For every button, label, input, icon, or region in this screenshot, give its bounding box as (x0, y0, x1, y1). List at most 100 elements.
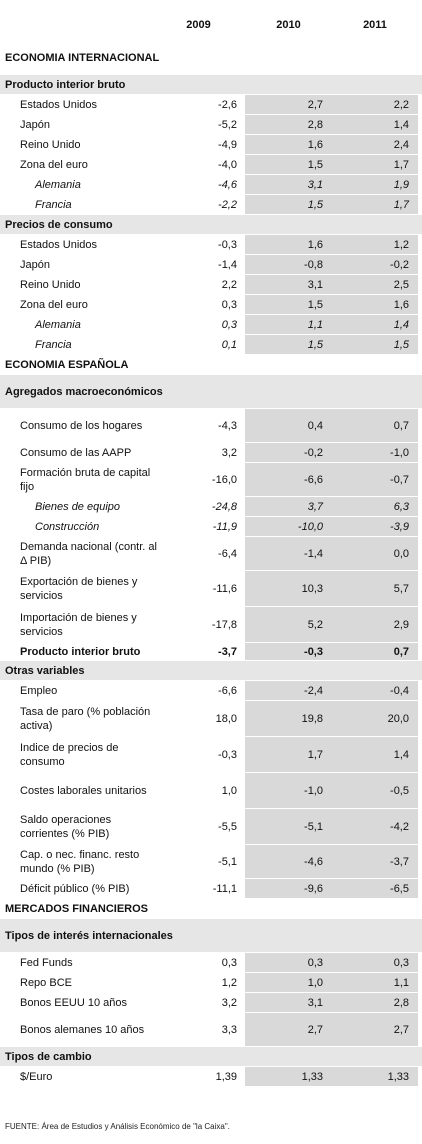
value-2010: 1,7 (245, 737, 332, 772)
table-row: Francia 0,1 1,5 1,5 (0, 334, 422, 354)
row-label: Indice de precios de consumo (20, 741, 119, 768)
value-2010: 10,3 (245, 571, 332, 606)
value-2009: -6,4 (218, 547, 237, 560)
row-label: Reino Unido (20, 278, 81, 291)
table-row: Consumo de las AAPP 3,2 -0,2 -1,0 (0, 442, 422, 462)
table-row: Importación de bienes y servicios -17,8 5,… (0, 606, 422, 642)
table-row: Construcción -11,9 -10,0 -3,9 (0, 516, 422, 536)
value-2011: 1,1 (332, 973, 418, 992)
row-label: Consumo de las AAPP (20, 446, 132, 459)
value-2009: -11,6 (212, 582, 237, 595)
value-2009: -17,8 (211, 618, 237, 631)
value-2009: -2,2 (218, 198, 237, 211)
group-heading: Precios de consumo (0, 214, 422, 234)
value-2011: 1,33 (332, 1067, 418, 1086)
group-heading: Agregados macroeconómicos (0, 374, 422, 408)
row-label: Reino Unido (20, 138, 81, 151)
value-2011: 1,5 (332, 335, 418, 354)
value-2010: 1,5 (245, 335, 332, 354)
value-2011: -4,2 (332, 809, 418, 844)
row-label: Bonos alemanes 10 años (20, 1023, 145, 1036)
value-2009: 18,0 (215, 712, 237, 725)
value-2009: -11,1 (212, 882, 237, 895)
section-heading: ECONOMIA ESPAÑOLA (0, 354, 422, 374)
value-2009: -5,2 (218, 118, 237, 131)
value-2011: -0,5 (332, 773, 418, 808)
table-row: Fed Funds 0,3 0,3 0,3 (0, 952, 422, 972)
group-heading: Producto interior bruto (0, 74, 422, 94)
value-2009: 2,2 (221, 278, 237, 291)
value-2011: 2,9 (332, 607, 418, 642)
value-2010: 1,5 (245, 155, 332, 174)
table-header: 2009 2010 2011 (0, 8, 422, 42)
value-2010: -2,4 (245, 681, 332, 700)
table-row: Tasa de paro (% población activa) 18,0 19,… (0, 700, 422, 736)
row-label: Japón (20, 258, 50, 271)
row-label: Saldo operaciones corrientes (% PIB) (20, 813, 112, 840)
value-2010: 1,5 (245, 295, 332, 314)
table-row: Francia -2,2 1,5 1,7 (0, 194, 422, 214)
table-row: Alemania 0,3 1,1 1,4 (0, 314, 422, 334)
value-2010: -0,8 (245, 255, 332, 274)
row-label: Francia (35, 198, 72, 211)
value-2011: -0,2 (332, 255, 418, 274)
value-2009: -4,3 (218, 419, 237, 432)
value-2010: -5,1 (245, 809, 332, 844)
table-row: Consumo de los hogares -4,3 0,4 0,7 (0, 408, 422, 442)
value-2010: 2,7 (245, 95, 332, 114)
value-2010: 1,0 (245, 973, 332, 992)
value-2010: -0,2 (245, 443, 332, 462)
group-heading: Tipos de interés internacionales (0, 918, 422, 952)
row-label: Exportación de bienes y servicios (20, 575, 138, 602)
value-2010: -9,6 (245, 879, 332, 898)
value-2011: 1,4 (332, 315, 418, 334)
value-2009: -1,4 (218, 258, 237, 271)
value-2009: -4,6 (218, 178, 237, 191)
value-2009: -3,7 (218, 645, 237, 658)
value-2011: 2,4 (332, 135, 418, 154)
value-2009: -24,8 (211, 500, 237, 513)
header-year-2011: 2011 (363, 19, 387, 31)
value-2011: 0,0 (332, 537, 418, 570)
value-2009: -5,5 (218, 820, 237, 833)
value-2011: 5,7 (332, 571, 418, 606)
row-label: Cap. o nec. financ. resto mundo (% PIB) (20, 848, 140, 875)
value-2011: 1,2 (332, 235, 418, 254)
section-heading: MERCADOS FINANCIEROS (0, 898, 422, 918)
value-2010: 2,7 (245, 1013, 332, 1046)
table-row: Déficit público (% PIB) -11,1 -9,6 -6,5 (0, 878, 422, 898)
value-2011: 1,6 (332, 295, 418, 314)
value-2009: -11,9 (212, 520, 237, 533)
value-2010: 19,8 (245, 701, 332, 736)
value-2010: 2,8 (245, 115, 332, 134)
value-2010: 3,1 (245, 275, 332, 294)
value-2011: -3,7 (332, 845, 418, 878)
row-label: Producto interior bruto (20, 645, 141, 658)
table-row: Demanda nacional (contr. al Δ PIB) -6,4 -1… (0, 536, 422, 570)
row-label: Construcción (35, 520, 100, 533)
row-label: Zona del euro (20, 298, 88, 311)
value-2011: 1,9 (332, 175, 418, 194)
value-2011: 1,7 (332, 155, 418, 174)
value-2011: -6,5 (332, 879, 418, 898)
value-2009: -5,1 (218, 855, 237, 868)
row-label: Tipos de cambio (5, 1050, 92, 1063)
row-label: Formación bruta de capital fijo (20, 466, 151, 493)
value-2010: 1,6 (245, 235, 332, 254)
value-2011: 1,7 (332, 195, 418, 214)
value-2010: 0,3 (245, 953, 332, 972)
row-label: Francia (35, 338, 72, 351)
value-2011: 20,0 (332, 701, 418, 736)
table-row: Estados Unidos -2,6 2,7 2,2 (0, 94, 422, 114)
table-row: Formación bruta de capital fijo -16,0 -6,6… (0, 462, 422, 496)
row-label: Japón (20, 118, 50, 131)
row-label: ECONOMIA INTERNACIONAL (5, 52, 160, 64)
row-label: Estados Unidos (20, 98, 98, 111)
value-2010: -6,6 (245, 463, 332, 496)
table-row: Producto interior bruto -3,7 -0,3 0,7 (0, 642, 422, 660)
row-label: Alemania (35, 178, 81, 191)
value-2009: 1,2 (221, 976, 237, 989)
value-2009: 0,3 (221, 298, 237, 311)
row-label: Alemania (35, 318, 81, 331)
value-2009: -16,0 (211, 473, 237, 486)
